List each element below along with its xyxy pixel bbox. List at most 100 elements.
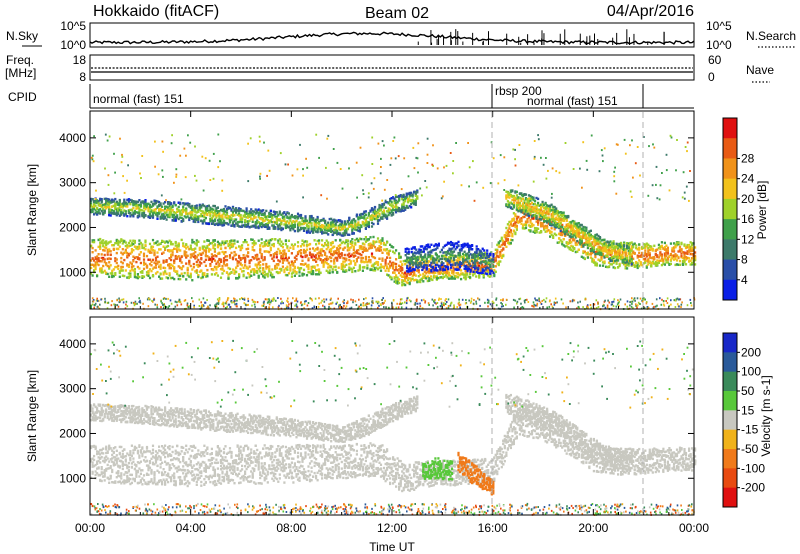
range-cell	[207, 204, 210, 207]
range-cell	[144, 204, 147, 207]
range-cell	[126, 205, 129, 208]
range-cell	[537, 221, 540, 224]
range-cell	[423, 276, 426, 280]
range-cell	[684, 263, 688, 266]
range-cell	[555, 212, 558, 215]
range-cell	[499, 260, 502, 263]
range-cell	[511, 190, 514, 193]
range-cell	[275, 263, 278, 266]
range-cell	[256, 253, 259, 257]
range-cell	[150, 205, 153, 208]
range-cell	[426, 279, 429, 283]
range-cell	[136, 206, 139, 210]
range-cell	[221, 215, 224, 219]
range-cell	[114, 242, 117, 245]
range-cell	[345, 269, 348, 272]
range-cell	[663, 241, 666, 245]
range-cell	[515, 215, 518, 218]
range-cell	[233, 225, 236, 228]
range-cell	[197, 263, 200, 267]
range-cell	[106, 250, 109, 254]
range-cell	[381, 265, 384, 269]
range-cell	[595, 262, 598, 265]
range-cell	[91, 246, 94, 250]
range-cell	[162, 217, 165, 220]
range-cell	[472, 274, 475, 277]
range-cell	[666, 261, 669, 264]
range-cell	[325, 247, 328, 251]
range-cell	[663, 248, 666, 251]
range-cell	[105, 207, 108, 210]
range-cell	[632, 263, 635, 266]
range-cell	[376, 261, 380, 264]
range-cell	[168, 202, 171, 206]
range-cell	[242, 274, 245, 278]
range-cell	[138, 215, 141, 218]
freq-right-tick-bottom: 0	[708, 70, 715, 84]
range-cell	[284, 243, 287, 246]
range-cell	[292, 268, 295, 271]
range-cell	[219, 247, 223, 250]
range-cell	[583, 232, 586, 235]
range-cell	[463, 263, 466, 266]
range-cell	[478, 264, 481, 268]
range-cell	[204, 251, 207, 254]
range-cell	[500, 236, 503, 239]
range-cell	[312, 247, 315, 250]
range-cell	[250, 270, 253, 274]
range-cell	[683, 259, 686, 262]
range-cell	[395, 262, 398, 266]
range-cell	[109, 253, 112, 256]
range-cell	[565, 244, 568, 248]
range-cell	[345, 259, 348, 262]
range-cell	[233, 269, 236, 272]
range-cell	[168, 267, 171, 270]
range-cell	[315, 248, 318, 251]
range-cell	[105, 201, 108, 205]
range-cell	[120, 256, 123, 260]
range-cell	[204, 255, 207, 258]
range-cell	[452, 277, 455, 280]
range-cell	[123, 251, 126, 255]
range-cell	[93, 200, 96, 204]
range-cell	[565, 224, 568, 228]
range-cell	[416, 195, 419, 198]
range-cell	[674, 254, 677, 257]
range-cell	[265, 273, 268, 276]
range-cell	[594, 261, 597, 264]
range-cell	[633, 242, 636, 245]
range-cell	[595, 250, 598, 254]
range-cell	[358, 237, 361, 240]
range-cell	[490, 266, 493, 270]
range-cell	[245, 266, 248, 270]
range-cell	[138, 245, 141, 248]
range-cell	[117, 243, 120, 246]
range-cell	[136, 245, 139, 249]
range-cell	[212, 257, 215, 261]
range-cell	[378, 245, 381, 248]
range-cell	[191, 253, 194, 256]
freq-left-label-1: Freq.	[6, 53, 34, 67]
range-cell	[210, 217, 213, 220]
range-cell	[449, 268, 452, 271]
range-cell	[373, 267, 377, 270]
range-cell	[256, 263, 259, 267]
range-cell	[218, 252, 221, 255]
range-cell	[401, 266, 404, 270]
range-cell	[686, 246, 689, 249]
range-cell	[348, 248, 351, 252]
cpid-segment-3: normal (fast) 151	[527, 94, 618, 108]
range-cell	[364, 213, 367, 216]
range-cell	[558, 237, 561, 240]
range-cell	[322, 262, 325, 266]
range-cell	[191, 248, 194, 251]
range-cell	[657, 261, 660, 264]
range-cell	[395, 265, 398, 269]
range-cell	[96, 207, 99, 210]
range-cell	[251, 248, 254, 251]
range-cell	[204, 264, 207, 267]
range-cell	[592, 259, 595, 262]
range-cell	[609, 263, 612, 266]
range-cell	[200, 253, 203, 257]
range-cell	[352, 232, 355, 235]
